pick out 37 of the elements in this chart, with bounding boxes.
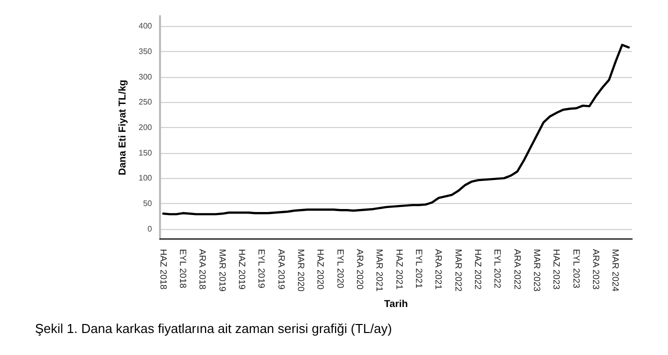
x-tick-label: EYL 2021 (414, 249, 424, 288)
text: Şekil 1. Dana karkas fiyatlarına ait zaman serisi grafiği (TL/ay) (35, 321, 392, 336)
y-tick-label: 50 (143, 199, 153, 208)
x-tick-label: HAZ 2019 (236, 249, 247, 290)
x-tick-label: MAR 2022 (453, 249, 464, 292)
x-tick-label: EYL 2018 (178, 249, 188, 288)
x-tick-label: HAZ 2020 (316, 249, 326, 290)
x-tick-label: ARA 2018 (198, 249, 208, 290)
x-tick-label: ARA 2019 (276, 249, 286, 290)
y-tick-label: 350 (138, 46, 153, 56)
x-axis-title: Tarih (384, 298, 408, 310)
x-tick-label: EYL 2019 (256, 249, 267, 288)
y-tick-label: 100 (138, 174, 153, 183)
x-tick-label: MAR 2021 (374, 249, 385, 292)
y-tick-label: 150 (138, 148, 153, 158)
x-tick-label: EYL 2023 (571, 249, 582, 288)
x-tick-label: HAZ 2022 (472, 249, 483, 290)
y-tick-label: 300 (138, 72, 153, 82)
x-tick-label: HAZ 2018 (158, 249, 168, 290)
x-tick-label: ARA 2021 (434, 249, 444, 290)
x-tick-label: MAR 2024 (610, 249, 621, 292)
y-axis-title: Dana Eti Fiyat TL/kg (117, 80, 128, 176)
line-series (162, 44, 630, 216)
x-tick-label: ARA 2022 (512, 249, 522, 290)
x-tick-label: ARA 2020 (354, 249, 365, 290)
x-tick-label: ARA 2023 (590, 249, 601, 290)
x-tick-label: MAR 2020 (296, 249, 306, 292)
x-tick-label: HAZ 2023 (552, 249, 562, 290)
y-tick-label: 200 (138, 123, 153, 132)
x-tick-label: EYL 2020 (335, 249, 346, 288)
y-tick-label: 400 (138, 22, 153, 31)
x-tick-label: HAZ 2021 (394, 249, 404, 290)
x-tick-label: MAR 2023 (532, 249, 542, 292)
y-tick-label: 250 (138, 98, 153, 107)
x-tick-label: EYL 2022 (492, 249, 503, 288)
y-tick-label: 0 (148, 224, 153, 234)
x-tick-label: MAR 2019 (217, 249, 228, 292)
